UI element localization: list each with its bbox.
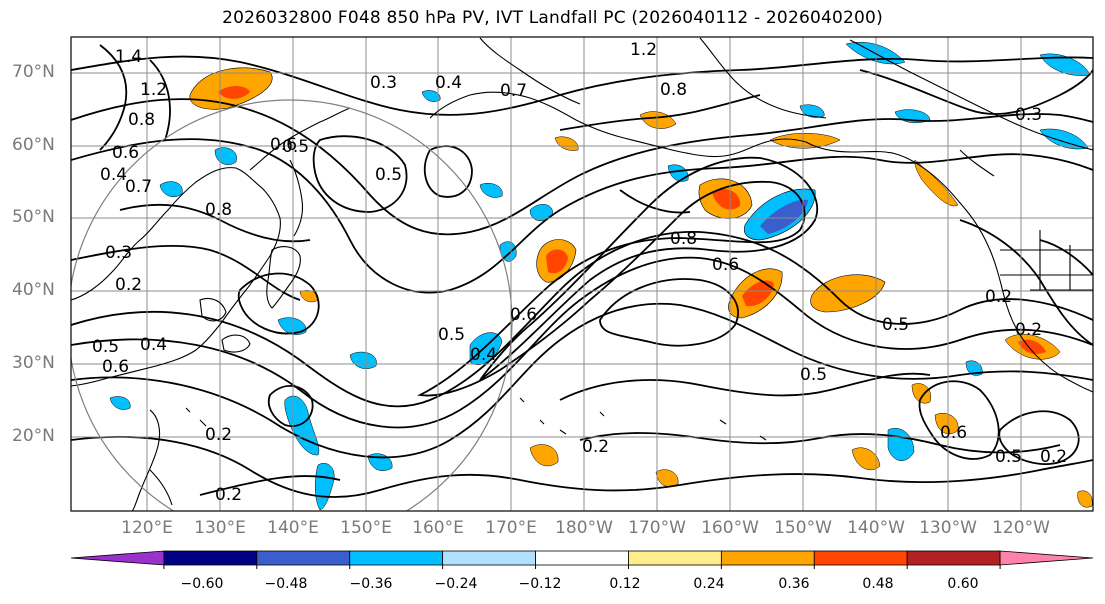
- map-title: 2026032800 F048 850 hPa PV, IVT Landfall…: [222, 8, 883, 28]
- contour-label: 0.3: [105, 243, 132, 263]
- contour-label: 0.5: [282, 137, 309, 157]
- contour-label: 0.2: [985, 287, 1012, 307]
- lon-label: 120°W: [992, 518, 1050, 538]
- lon-label: 180°W: [555, 518, 613, 538]
- lat-label: 40°N: [12, 280, 55, 300]
- colorbar-tick-label: −0.12: [518, 576, 562, 592]
- lon-label: 130°E: [194, 518, 246, 538]
- contour-label: 0.8: [660, 80, 687, 100]
- contour-label: 0.2: [215, 485, 242, 505]
- contour-label: 0.6: [510, 305, 537, 325]
- contour-label: 0.8: [205, 200, 232, 220]
- lon-label: 160°E: [412, 518, 464, 538]
- colorbar-tick-label: −0.36: [349, 576, 393, 592]
- colorbar-tick-label: 0.60: [947, 576, 979, 592]
- contour-label: 0.7: [500, 81, 527, 101]
- contour-label: 0.6: [940, 423, 967, 443]
- contour-label: 0.8: [128, 110, 155, 130]
- lat-label: 30°N: [12, 353, 55, 373]
- lat-label: 20°N: [12, 426, 55, 446]
- colorbar-segment: [535, 550, 629, 566]
- contour-label: 0.2: [205, 425, 232, 445]
- contour-label: 0.6: [112, 143, 139, 163]
- colorbar-tick-label: −0.60: [180, 576, 224, 592]
- colorbar-tick-label: 0.48: [862, 576, 894, 592]
- contour-label: 0.5: [882, 315, 909, 335]
- colorbar: [70, 550, 1094, 569]
- lon-label: 140°E: [267, 518, 319, 538]
- pc-shading: [109, 41, 1093, 511]
- radius-circle: [71, 99, 513, 511]
- colorbar-segment: [999, 550, 1094, 566]
- lat-label: 50°N: [12, 207, 55, 227]
- map-frame: [70, 36, 1094, 512]
- lon-label: 130°W: [919, 518, 977, 538]
- contour-label: 0.2: [115, 275, 142, 295]
- colorbar-tick-label: −0.24: [434, 576, 478, 592]
- contour-label: 0.5: [995, 447, 1022, 467]
- contour-label: 0.4: [140, 335, 167, 355]
- colorbar-segment: [813, 550, 908, 566]
- lon-label: 170°E: [485, 518, 537, 538]
- contour-label: 0.6: [712, 255, 739, 275]
- lat-label: 70°N: [12, 62, 55, 82]
- colorbar-segment: [720, 550, 815, 566]
- lon-label: 160°W: [701, 518, 759, 538]
- lon-label: 150°E: [340, 518, 392, 538]
- contour-label: 0.2: [1015, 320, 1042, 340]
- contour-label: 0.4: [470, 345, 497, 365]
- contour-label: 0.5: [800, 365, 827, 385]
- colorbar-tick-label: −0.48: [264, 576, 308, 592]
- contour-label: 0.4: [100, 165, 127, 185]
- colorbar-segment: [906, 550, 1001, 566]
- colorbar-segment: [70, 550, 165, 566]
- colorbar-tick-label: 0.36: [778, 576, 810, 592]
- lon-label: 150°W: [774, 518, 832, 538]
- map-area: 1.4 1.2 0.8 0.6 0.4 0.3 0.2 0.5 0.6 0.4 …: [71, 37, 1093, 511]
- contour-label: 0.3: [1015, 105, 1042, 125]
- colorbar-segment: [628, 550, 722, 566]
- contour-label: 0.8: [670, 229, 697, 249]
- contour-label-group: 1.4 1.2 0.8 0.6 0.4 0.3 0.2 0.5 0.6 0.4 …: [92, 40, 1067, 505]
- contour-label: 0.2: [1040, 447, 1067, 467]
- contour-label: 0.5: [375, 165, 402, 185]
- colorbar-tick-label: 0.24: [693, 576, 725, 592]
- lon-label: 120°E: [121, 518, 173, 538]
- contour-label: 1.4: [115, 47, 142, 67]
- contour-label: 0.4: [435, 73, 462, 93]
- graticule: [71, 37, 1093, 511]
- contour-label: 0.7: [125, 177, 152, 197]
- contour-label: 0.6: [102, 357, 129, 377]
- contour-label: 0.5: [438, 325, 465, 345]
- lat-label: 60°N: [12, 135, 55, 155]
- contour-label: 0.6: [270, 135, 297, 155]
- coastlines: [71, 37, 1093, 511]
- contour-label: 1.2: [140, 80, 167, 100]
- colorbar-segment: [442, 550, 536, 566]
- lon-label: 140°W: [847, 518, 905, 538]
- colorbar-segment: [349, 550, 444, 566]
- contour-label: 1.2: [630, 40, 657, 60]
- contour-label: 0.2: [582, 437, 609, 457]
- contour-label: 0.3: [370, 73, 397, 93]
- lon-label: 170°W: [628, 518, 686, 538]
- contour-label: 0.5: [92, 337, 119, 357]
- colorbar-segment: [256, 550, 351, 566]
- colorbar-tick-label: 0.12: [609, 576, 641, 592]
- colorbar-segment: [163, 550, 258, 566]
